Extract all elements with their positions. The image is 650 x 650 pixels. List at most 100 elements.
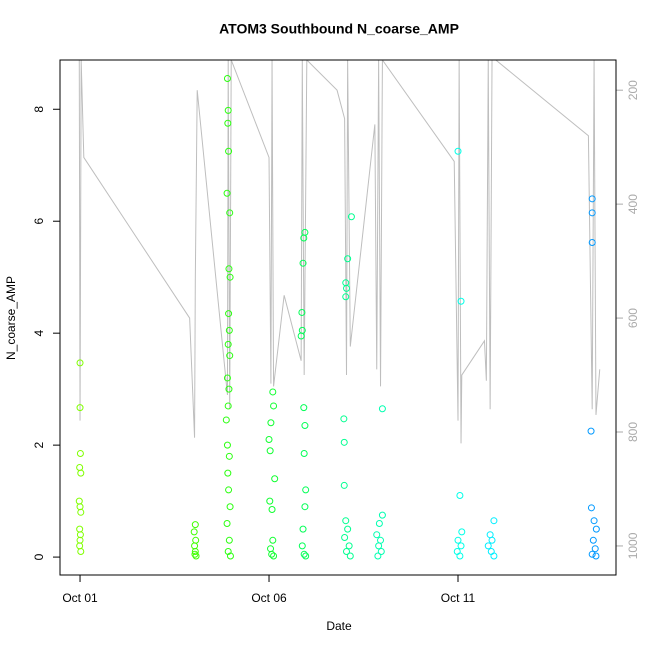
y2-tick-label: 800 (626, 422, 640, 442)
point (342, 293, 350, 301)
point (76, 450, 84, 458)
point (191, 521, 199, 529)
point (302, 552, 310, 560)
point (224, 340, 232, 348)
point (271, 475, 279, 483)
point (590, 517, 598, 525)
point (588, 209, 596, 217)
point (345, 542, 353, 550)
point (591, 545, 599, 553)
point (488, 536, 496, 544)
point (454, 147, 462, 155)
point (190, 528, 198, 536)
point (378, 405, 386, 413)
point (268, 506, 276, 514)
point (225, 326, 233, 334)
point (588, 195, 596, 203)
point (76, 359, 84, 367)
point (490, 517, 498, 525)
point (378, 511, 386, 519)
point (458, 528, 466, 536)
point (341, 533, 349, 541)
point (270, 552, 278, 560)
point (592, 525, 600, 533)
point (347, 213, 355, 221)
point (192, 552, 200, 560)
point (301, 422, 309, 430)
point (342, 517, 350, 525)
point (299, 259, 307, 267)
point (301, 503, 309, 511)
point (225, 536, 233, 544)
point (589, 536, 597, 544)
x-tick-label: Oct 11 (441, 591, 476, 605)
point (299, 525, 307, 533)
point (456, 552, 464, 560)
point (340, 481, 348, 489)
point (375, 542, 383, 550)
point (76, 404, 84, 412)
y2-tick-label: 1000 (626, 532, 640, 559)
point (223, 189, 231, 197)
point (225, 452, 233, 460)
point (270, 402, 278, 410)
y-tick-label: 4 (32, 330, 46, 337)
point (588, 238, 596, 246)
y-tick-label: 6 (32, 218, 46, 225)
point (224, 119, 232, 127)
point (344, 255, 352, 263)
point (374, 552, 382, 560)
point (77, 508, 85, 516)
y2-tick-label: 600 (626, 308, 640, 328)
point (224, 106, 232, 114)
point (456, 492, 464, 500)
point (77, 547, 85, 555)
point (302, 486, 310, 494)
point (191, 547, 199, 555)
point (267, 419, 275, 427)
point (377, 547, 385, 555)
point (225, 310, 233, 318)
point (226, 209, 234, 217)
point (223, 441, 231, 449)
point (457, 542, 465, 550)
point (300, 404, 308, 412)
point (587, 504, 595, 512)
plot-frame (59, 59, 617, 576)
point (225, 265, 233, 273)
y-tick-label: 2 (32, 441, 46, 448)
point (268, 550, 276, 558)
point (226, 273, 234, 281)
point (340, 438, 348, 446)
point (223, 520, 231, 527)
point (265, 436, 273, 444)
point (226, 352, 234, 360)
point (269, 388, 277, 396)
y-axis-label: N_coarse_AMP (4, 276, 18, 360)
point (297, 332, 305, 340)
point (300, 234, 308, 242)
point (266, 497, 274, 505)
point (373, 531, 381, 539)
y2-tick-label: 200 (626, 80, 640, 100)
point (375, 520, 383, 527)
point (340, 415, 348, 423)
point (457, 297, 465, 305)
point (77, 469, 85, 477)
point (225, 385, 233, 393)
point (454, 536, 462, 544)
point (222, 416, 230, 424)
point (223, 74, 231, 82)
point (343, 284, 351, 292)
point (300, 450, 308, 458)
point (269, 536, 277, 544)
point (592, 552, 600, 560)
x-axis-label: Date (326, 619, 352, 633)
x-tick-label: Oct 06 (251, 591, 287, 605)
y2-tick-label: 400 (626, 194, 640, 214)
point (343, 547, 351, 555)
point (225, 486, 233, 494)
point (191, 550, 199, 558)
